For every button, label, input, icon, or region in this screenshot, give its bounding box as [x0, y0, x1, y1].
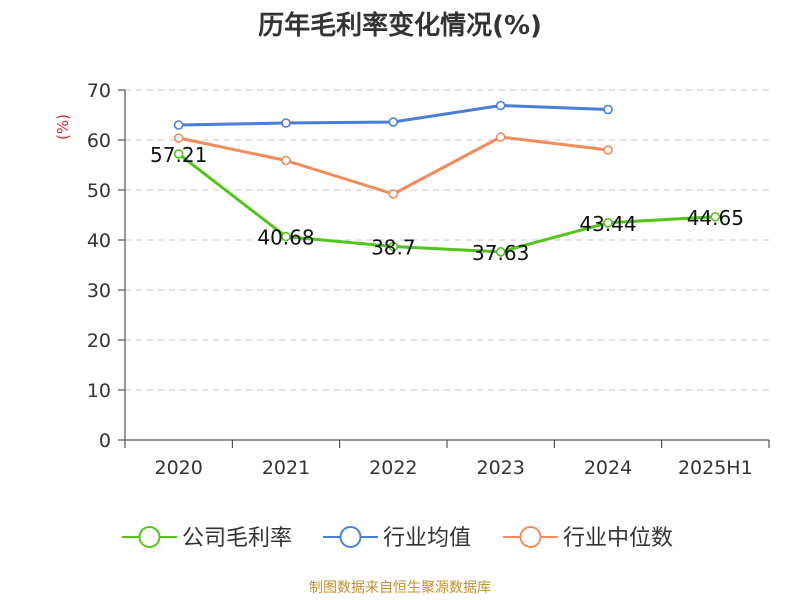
- data-label: 57.21: [150, 143, 207, 167]
- data-point: [603, 218, 613, 228]
- series-0: 57.21 40.68 38.7 37.63 43.44 44.65: [150, 143, 744, 265]
- data-point: [710, 211, 721, 222]
- data-point: [281, 231, 291, 242]
- data-point: [388, 241, 399, 252]
- x-tick-label: 2022: [369, 457, 417, 479]
- legend-label: 行业均值: [383, 526, 471, 551]
- data-point: [173, 149, 184, 159]
- series: 57.21 40.68 38.7 37.63 43.44 44.65: [150, 100, 744, 265]
- data-point: [603, 145, 613, 155]
- grid-lines: [125, 89, 769, 391]
- y-tick-label: 70: [87, 80, 111, 102]
- legend-item-2: 行业中位数: [503, 526, 673, 551]
- y-tick-label: 10: [87, 380, 111, 402]
- data-label: 38.7: [371, 236, 416, 260]
- legend-label: 公司毛利率: [182, 526, 292, 551]
- source-note: 制图数据来自恒生聚源数据库: [309, 580, 491, 596]
- data-point: [388, 117, 399, 127]
- data-label: 43.44: [579, 212, 636, 236]
- legend-marker: [519, 526, 542, 548]
- legend: 公司毛利率 行业均值 行业中位数: [122, 526, 673, 551]
- data-point: [173, 133, 184, 143]
- x-tick-label: 2021: [262, 457, 310, 479]
- x-tick-label: 2025H1: [678, 457, 753, 479]
- y-tick-label: 30: [87, 280, 111, 302]
- x-tick-label: 2023: [476, 457, 524, 479]
- legend-marker: [339, 526, 362, 548]
- y-axis-label: (%): [54, 114, 72, 140]
- data-point: [603, 104, 613, 115]
- series-line: [178, 135, 609, 196]
- series-2: [173, 132, 613, 199]
- data-label: 40.68: [257, 226, 314, 250]
- y-tick-label: 40: [87, 230, 111, 252]
- data-point: [495, 247, 506, 257]
- legend-item-1: 行业均值: [323, 526, 471, 551]
- data-point: [281, 155, 291, 166]
- y-tick-label: 60: [87, 130, 111, 152]
- y-tick-label: 0: [99, 430, 111, 452]
- axes: 0 10 20 30 40 50 60 70 2020 2021 2022 2023 2024 2025H…: [87, 80, 770, 479]
- legend-label: 行业中位数: [563, 526, 673, 551]
- data-label: 37.63: [472, 241, 529, 265]
- series-1: [173, 100, 613, 130]
- x-tick-label: 2024: [584, 457, 632, 479]
- data-label: 44.65: [687, 206, 744, 230]
- legend-marker: [138, 526, 161, 548]
- y-tick-label: 50: [87, 180, 111, 202]
- data-point: [388, 189, 399, 199]
- data-point: [495, 100, 506, 111]
- series-line: [177, 152, 716, 254]
- x-tick-label: 2020: [154, 457, 202, 479]
- y-tick-label: 20: [87, 330, 111, 352]
- legend-item-0: 公司毛利率: [122, 526, 292, 551]
- data-point: [281, 118, 291, 128]
- data-point: [495, 132, 506, 142]
- data-point: [173, 120, 184, 130]
- chart-title: 历年毛利率变化情况(%): [258, 11, 542, 41]
